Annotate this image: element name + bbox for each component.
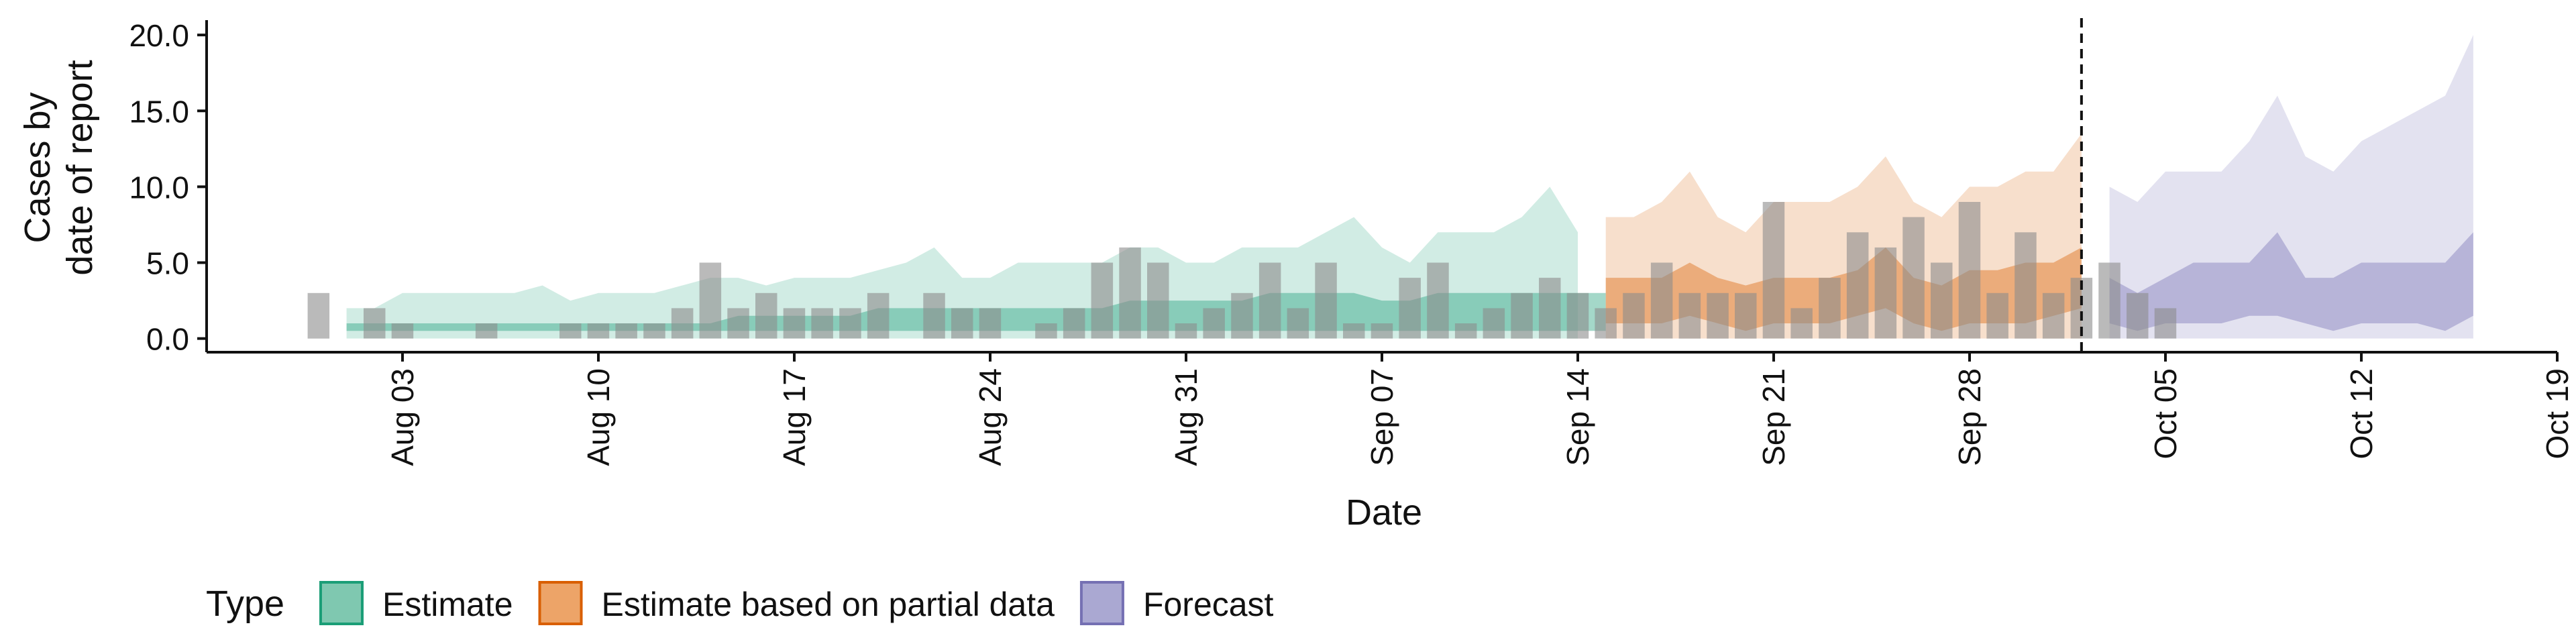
reported-cases-bar xyxy=(727,308,749,339)
reported-cases-bar xyxy=(1790,308,1813,339)
reported-cases-bar xyxy=(699,262,722,339)
reported-cases-bar xyxy=(979,308,1002,339)
reported-cases-bar xyxy=(2042,292,2065,339)
reported-cases-bar xyxy=(2098,262,2121,339)
legend-key-3 xyxy=(1079,581,1124,625)
y-tick-label: 5.0 xyxy=(146,246,189,281)
reported-cases-bar xyxy=(951,308,973,339)
legend-label-3: Forecast xyxy=(1143,586,1274,623)
reported-cases-bar xyxy=(783,308,806,339)
reported-cases-bar xyxy=(615,323,637,339)
x-tick-label: Sep 21 xyxy=(1756,368,1791,466)
legend-key-1 xyxy=(319,581,364,625)
reported-cases-bar xyxy=(1539,278,1561,339)
legend-key-2 xyxy=(538,581,583,625)
reported-cases-bar xyxy=(587,323,610,339)
reported-cases-bar xyxy=(1287,308,1309,339)
x-axis-title: Date xyxy=(1346,492,1422,533)
reported-cases-bar xyxy=(1735,292,1757,339)
reported-cases-bar xyxy=(1371,323,1393,339)
y-axis-title-line-1: Cases by xyxy=(17,92,58,243)
reported-cases-bar xyxy=(1175,323,1197,339)
reported-cases-bar xyxy=(1678,292,1701,339)
reported-cases-bar xyxy=(1650,262,1673,339)
reported-cases-bar xyxy=(391,323,414,339)
x-tick-label: Aug 03 xyxy=(385,368,420,466)
reported-cases-bar xyxy=(671,308,694,339)
reported-cases-bar xyxy=(1203,308,1225,339)
reported-cases-bar xyxy=(1119,247,1141,339)
reported-cases-bar xyxy=(923,292,945,339)
reported-cases-bar xyxy=(1874,247,1897,339)
reported-cases-bar xyxy=(1315,262,1337,339)
reported-cases-bar xyxy=(1258,262,1281,339)
reported-cases-bar xyxy=(1595,308,1617,339)
reported-cases-bar xyxy=(2015,232,2037,339)
reported-cases-bar xyxy=(1035,323,1057,339)
reported-cases-bar xyxy=(475,323,498,339)
reported-cases-bar xyxy=(1343,323,1365,339)
reported-cases-bar xyxy=(2127,292,2149,339)
y-tick-label: 10.0 xyxy=(129,170,189,205)
reported-cases-bar xyxy=(307,292,330,339)
reported-cases-bar xyxy=(1819,278,1841,339)
reported-cases-bar xyxy=(1707,292,1729,339)
axes: 0.0 5.0 10.0 15.0 20.0 Aug 03 Aug 10 Aug 17 Aug … xyxy=(129,18,2575,466)
reported-cases-bar xyxy=(559,323,582,339)
reported-cases-bar xyxy=(364,308,386,339)
reported-cases-bar xyxy=(1623,292,1645,339)
y-tick-label: 15.0 xyxy=(129,94,189,129)
x-tick-label: Aug 17 xyxy=(777,368,812,466)
reported-cases-bar xyxy=(1091,262,1114,339)
reported-cases-bar xyxy=(2154,308,2177,339)
reported-cases-bar xyxy=(1427,262,1449,339)
y-tick-label: 0.0 xyxy=(146,322,189,357)
legend-label-1: Estimate xyxy=(382,586,513,623)
reported-cases-bar xyxy=(1063,308,1085,339)
reported-cases-bar xyxy=(1762,202,1785,339)
reported-cases-bar xyxy=(839,308,861,339)
legend-title: Type xyxy=(206,584,284,624)
reported-cases-bar xyxy=(1931,262,1953,339)
legend: Type Estimate Estimate based on partial d… xyxy=(206,581,1274,625)
reported-cases-bar xyxy=(1399,278,1421,339)
reported-cases-bar xyxy=(1986,292,2008,339)
legend-label-2: Estimate based on partial data xyxy=(602,586,1055,623)
y-tick-label: 20.0 xyxy=(129,18,189,53)
y-axis-title-line-2: date of report xyxy=(60,60,100,275)
reported-cases-bar xyxy=(1147,262,1169,339)
x-tick-label: Sep 28 xyxy=(1952,368,1987,466)
reported-cases-bar xyxy=(1566,292,1589,339)
band-outer-3 xyxy=(2109,35,2473,339)
reported-cases-bar xyxy=(1958,202,1981,339)
x-tick-label: Oct 05 xyxy=(2148,368,2183,460)
reported-cases-bar xyxy=(1902,217,1925,339)
reported-cases-bar xyxy=(1483,308,1505,339)
x-tick-label: Aug 31 xyxy=(1169,368,1203,466)
reported-cases-bar xyxy=(1511,292,1533,339)
reported-cases-bar xyxy=(1846,232,1869,339)
reported-cases-bar xyxy=(811,308,833,339)
x-tick-label: Aug 10 xyxy=(581,368,616,466)
reported-cases-bar xyxy=(643,323,665,339)
reported-cases-bars xyxy=(307,202,2177,339)
band-inner-3 xyxy=(2109,232,2473,331)
x-tick-label: Oct 19 xyxy=(2540,368,2575,460)
reported-cases-bar xyxy=(867,292,890,339)
reported-cases-bar xyxy=(755,292,777,339)
reported-cases-bar xyxy=(1454,323,1477,339)
reported-cases-bar xyxy=(1231,292,1253,339)
x-tick-label: Aug 24 xyxy=(973,368,1008,466)
x-tick-label: Sep 14 xyxy=(1560,368,1595,466)
x-tick-label: Oct 12 xyxy=(2344,368,2379,460)
x-tick-label: Sep 07 xyxy=(1364,368,1399,466)
